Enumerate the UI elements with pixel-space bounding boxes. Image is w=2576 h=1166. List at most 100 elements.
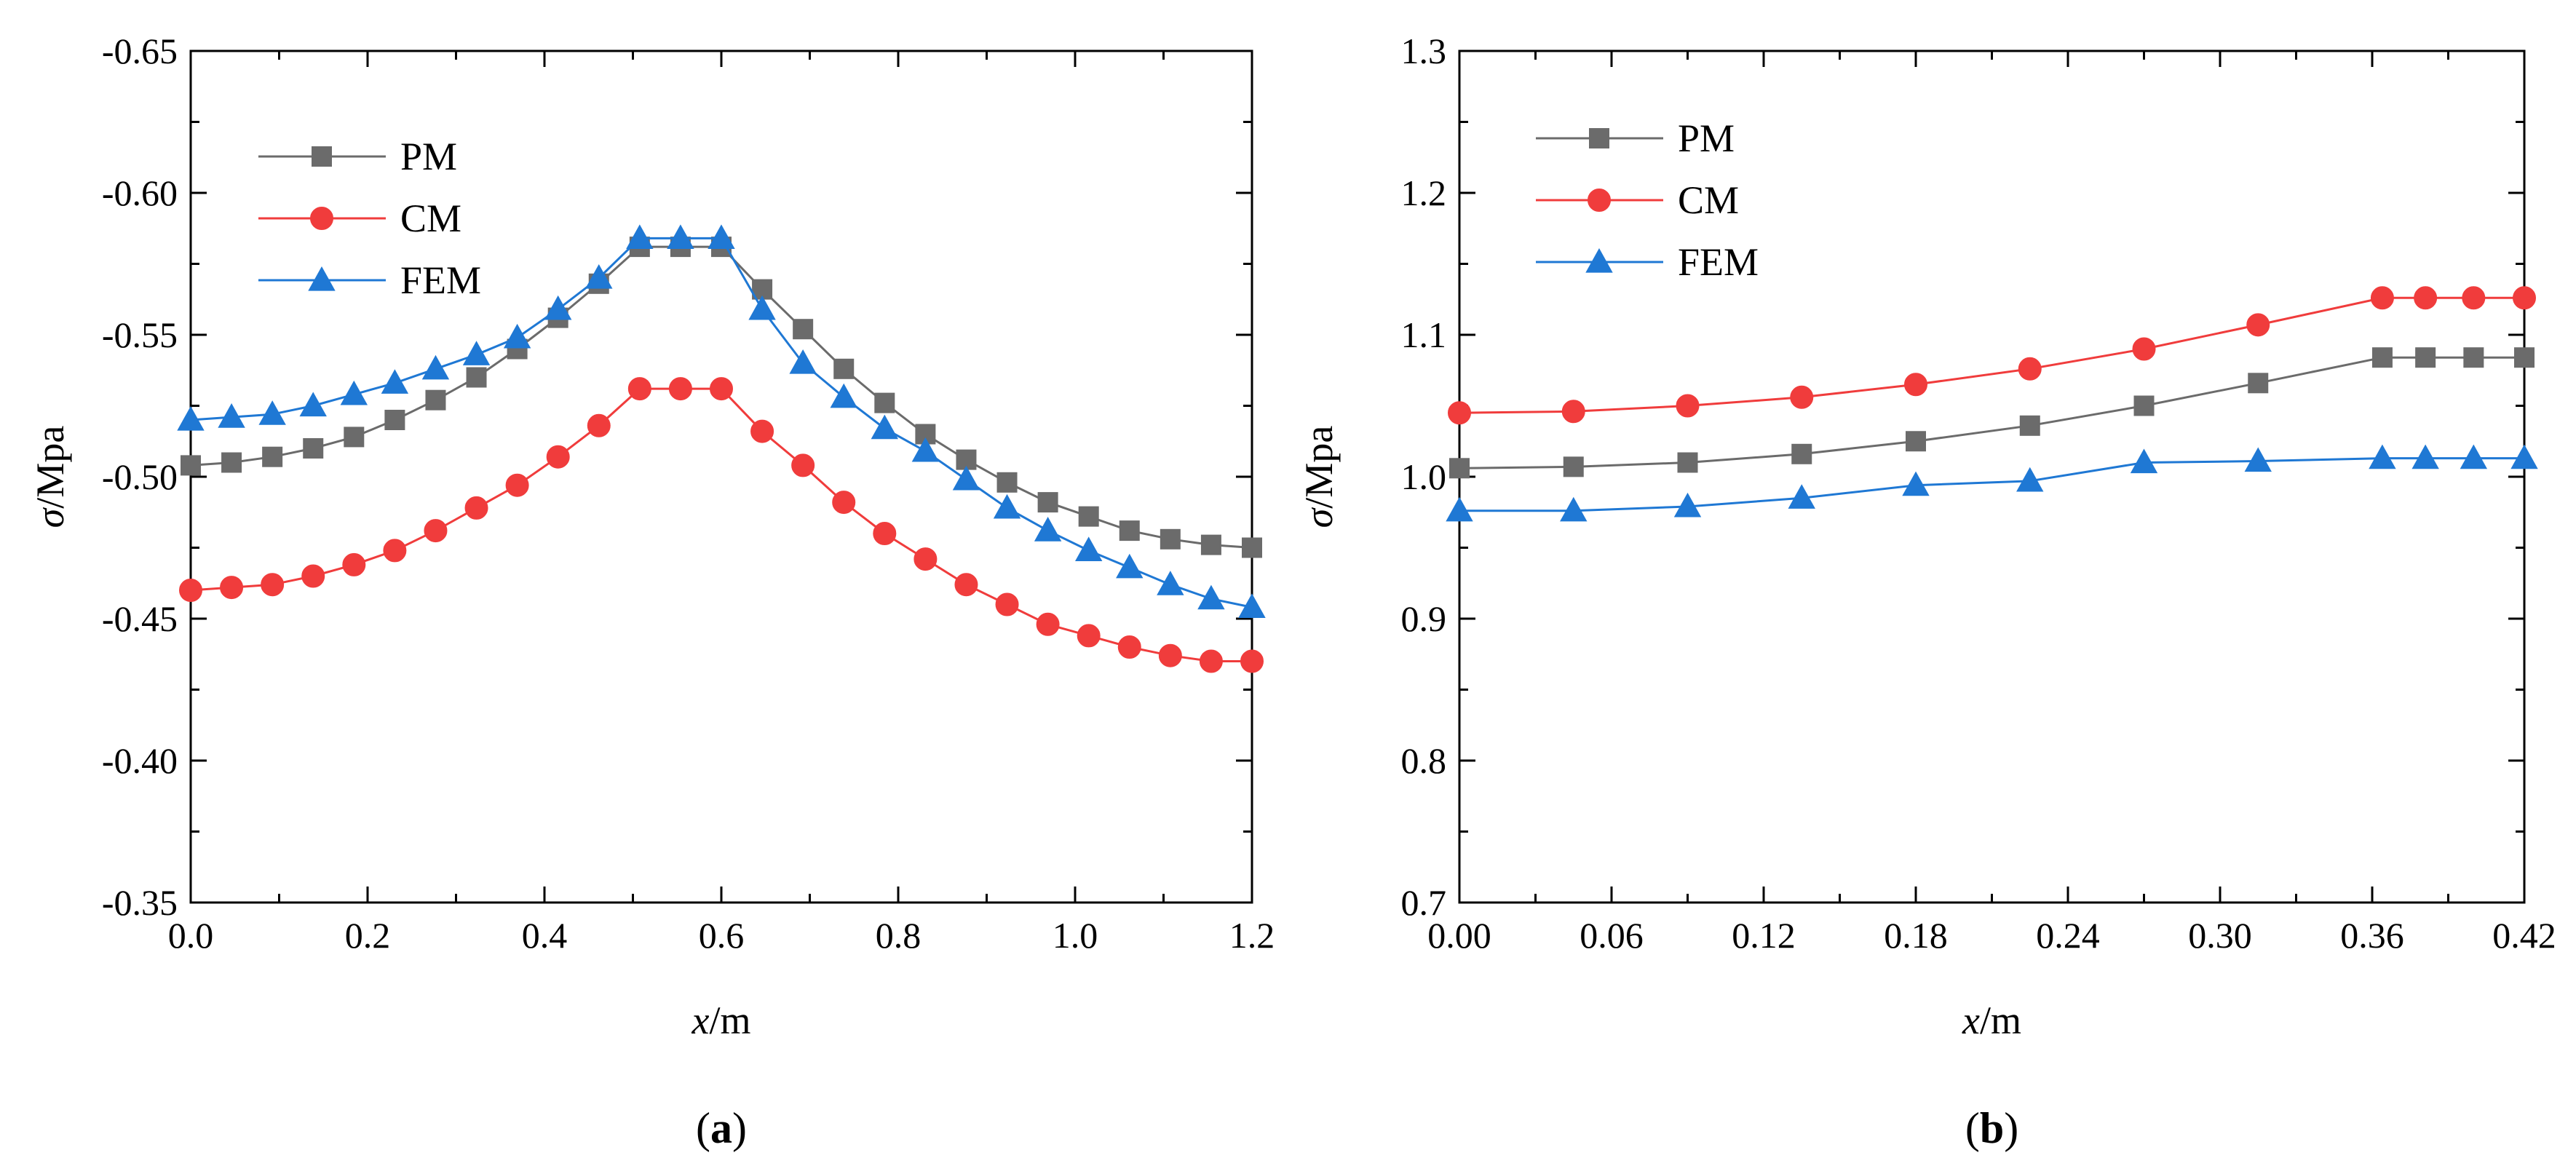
data-point-cm [1561, 400, 1585, 424]
legend-marker [1585, 247, 1613, 273]
data-point-pm [303, 438, 324, 459]
x-tick-label: 0.6 [699, 915, 745, 956]
y-tick-label: -0.35 [102, 882, 178, 923]
data-point-pm [1563, 456, 1584, 477]
data-point-pm [1200, 534, 1221, 555]
legend-label: PM [400, 135, 457, 178]
data-point-cm [668, 377, 692, 401]
x-tick-label: 0.00 [1427, 915, 1491, 956]
data-point-fem [585, 263, 613, 289]
data-point-pm [2019, 415, 2040, 436]
data-point-cm [750, 419, 774, 443]
data-point-pm [2248, 373, 2269, 394]
data-point-cm [2132, 337, 2156, 361]
x-tick-label: 0.24 [2036, 915, 2100, 956]
data-point-cm [2462, 286, 2486, 310]
data-point-fem [381, 369, 409, 394]
data-point-pm [384, 410, 405, 430]
data-point-cm [791, 453, 815, 477]
panel-label: (a) [696, 1104, 747, 1152]
data-point-cm [710, 377, 733, 401]
data-point-pm [1037, 492, 1058, 513]
x-axis-label: x/m [691, 999, 751, 1042]
data-point-fem [177, 405, 205, 431]
data-point-fem [1902, 471, 1930, 496]
data-point-pm [262, 446, 283, 467]
data-point-fem [871, 414, 899, 440]
data-point-cm [220, 576, 244, 600]
y-tick-label: 0.8 [1401, 740, 1447, 781]
data-point-pm [1906, 431, 1926, 452]
data-point-cm [587, 413, 611, 437]
x-tick-label: 1.0 [1053, 915, 1098, 956]
data-point-fem [952, 465, 980, 491]
data-point-fem [708, 224, 735, 249]
x-tick-label: 0.42 [2492, 915, 2556, 956]
data-point-cm [1199, 649, 1223, 673]
legend-marker [312, 146, 332, 167]
data-point-cm [914, 547, 938, 571]
data-point-fem [2369, 444, 2396, 469]
data-point-cm [342, 552, 366, 576]
data-point-pm [1160, 528, 1181, 550]
y-axis-label: σ/Mpa [28, 426, 72, 528]
series-line-cm [1459, 296, 2524, 414]
data-point-fem [830, 383, 857, 408]
legend-marker [310, 207, 333, 230]
legend-label: CM [400, 197, 461, 240]
data-point-fem [218, 403, 245, 428]
y-tick-label: 0.7 [1401, 882, 1447, 923]
data-point-pm [1791, 443, 1812, 464]
data-point-cm [2370, 286, 2394, 310]
data-point-cm [261, 573, 285, 597]
data-point-fem [2244, 447, 2272, 472]
chart-panel-a: 0.0 0.2 0.4 0.6 0.8 1.0 1.2 -0.35 -0.40 -0.45 -0.5… [28, 31, 1275, 1152]
data-point-cm [832, 491, 856, 515]
data-point-fem [1157, 571, 1184, 595]
data-point-cm [1790, 385, 1814, 409]
data-point-cm [1448, 401, 1471, 425]
legend-label: FEM [1678, 240, 1759, 284]
data-point-pm [344, 427, 365, 448]
data-point-cm [873, 522, 897, 545]
data-point-cm [1036, 612, 1060, 636]
plot-frame [189, 49, 1253, 904]
y-tick-label: -0.40 [102, 740, 178, 781]
data-point-fem [993, 493, 1021, 519]
data-point-fem [626, 224, 654, 249]
x-tick-label: 0.36 [2340, 915, 2404, 956]
data-point-cm [1077, 624, 1101, 648]
y-tick-label: 1.1 [1401, 314, 1447, 355]
data-point-pm [425, 389, 446, 411]
legend-marker [308, 266, 336, 291]
data-point-cm [546, 445, 570, 469]
y-tick-label: -0.50 [102, 456, 178, 497]
plot-frame [1458, 49, 2526, 904]
chart-panel-b: 0.00 0.06 0.12 0.18 0.24 0.30 0.36 0.42 0.7 0.8 0.… [1297, 31, 2556, 1152]
legend-label: FEM [400, 258, 481, 302]
data-point-cm [2414, 286, 2438, 310]
data-point-cm [2513, 286, 2536, 310]
data-point-fem [2510, 444, 2538, 469]
series-line-fem [1459, 457, 2524, 512]
y-axis-label: σ/Mpa [1297, 426, 1341, 528]
x-tick-label: 0.30 [2188, 915, 2252, 956]
x-tick-label: 0.06 [1580, 915, 1644, 956]
data-point-pm [1078, 506, 1099, 527]
data-point-fem [1560, 496, 1588, 522]
data-point-cm [1240, 649, 1264, 673]
data-point-fem [340, 380, 368, 405]
data-point-fem [421, 354, 450, 380]
legend-marker [1588, 189, 1611, 212]
legend-label: PM [1678, 116, 1735, 160]
data-point-fem [789, 349, 817, 374]
legend-marker [1589, 128, 1609, 148]
data-point-pm [2514, 347, 2535, 368]
data-point-fem [1116, 553, 1144, 579]
data-point-cm [179, 579, 202, 602]
data-point-cm [627, 377, 651, 401]
data-point-cm [1676, 394, 1700, 418]
data-point-fem [2411, 444, 2439, 469]
y-tick-label: -0.55 [102, 314, 178, 355]
legend-label: CM [1678, 178, 1739, 222]
